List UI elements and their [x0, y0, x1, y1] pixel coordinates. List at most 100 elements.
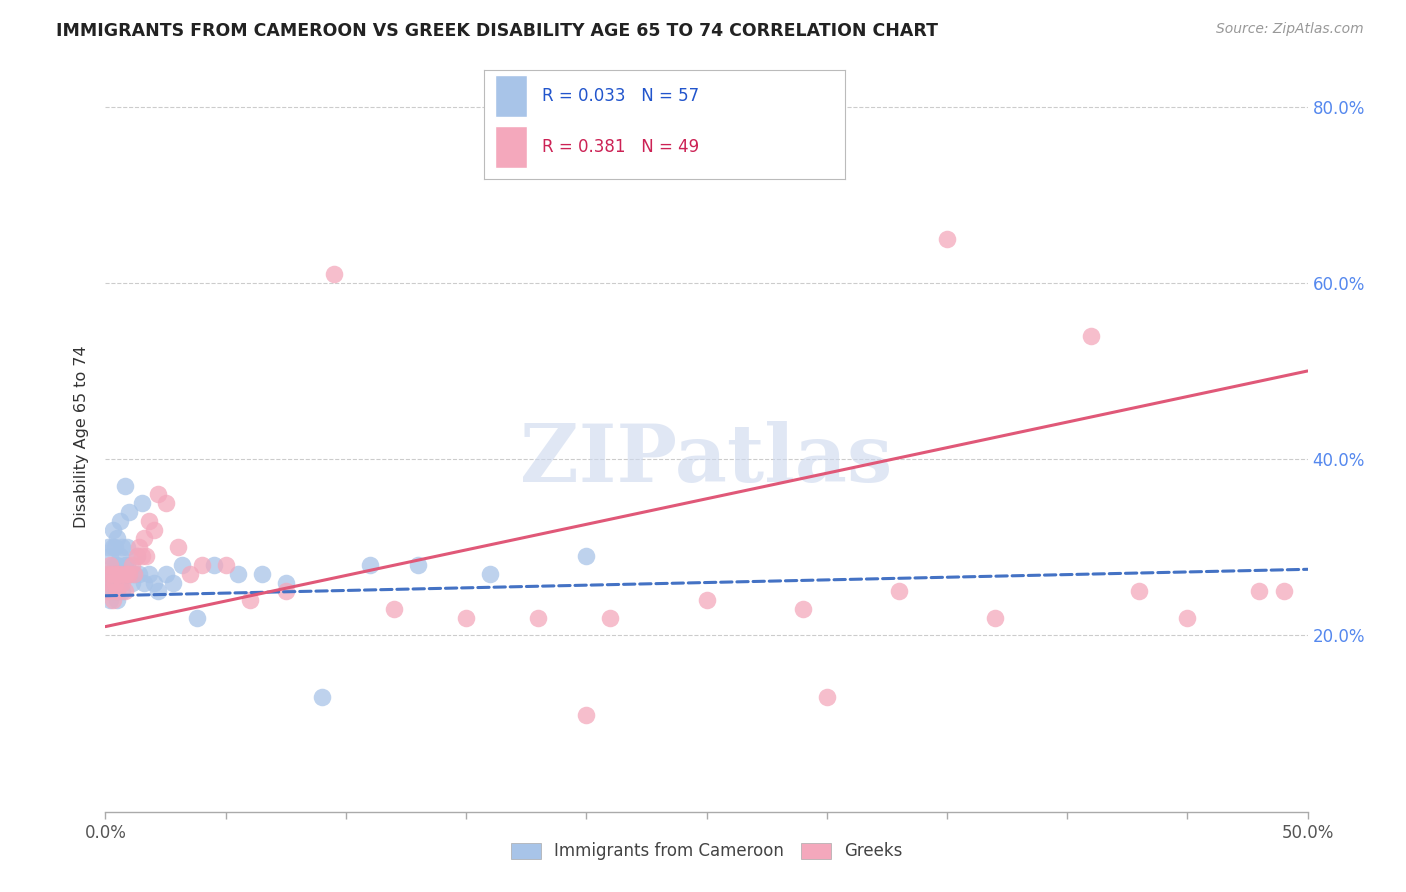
Point: [107, 566, 129, 581]
Point: [104, 575, 127, 590]
Point: [274, 575, 297, 590]
Point: [138, 514, 160, 528]
Point: [239, 593, 262, 607]
Point: [101, 593, 124, 607]
Point: [454, 611, 477, 625]
Point: [1175, 611, 1198, 625]
Point: [104, 541, 127, 555]
Point: [887, 584, 910, 599]
Text: IMMIGRANTS FROM CAMEROON VS GREEK DISABILITY AGE 65 TO 74 CORRELATION CHART: IMMIGRANTS FROM CAMEROON VS GREEK DISABI…: [56, 22, 938, 40]
Point: [575, 549, 598, 563]
Point: [131, 549, 153, 563]
Point: [155, 566, 177, 581]
Point: [479, 566, 502, 581]
Point: [202, 558, 225, 572]
Point: [815, 690, 838, 705]
Point: [98, 593, 121, 607]
Point: [226, 566, 249, 581]
Point: [186, 611, 208, 625]
Point: [108, 566, 131, 581]
Point: [104, 566, 127, 581]
Point: [97, 566, 120, 581]
Point: [107, 584, 129, 599]
Point: [172, 558, 194, 572]
Point: [359, 558, 381, 572]
Point: [166, 541, 188, 555]
Point: [107, 532, 129, 546]
Point: [132, 532, 155, 546]
Point: [138, 566, 160, 581]
Point: [114, 584, 136, 599]
Point: [97, 566, 120, 581]
Point: [131, 496, 153, 510]
Point: [250, 566, 273, 581]
Point: [98, 566, 121, 581]
Point: [128, 541, 150, 555]
Point: [125, 549, 148, 563]
Y-axis label: Disability Age 65 to 74: Disability Age 65 to 74: [75, 346, 90, 528]
Point: [214, 558, 236, 572]
Point: [121, 575, 143, 590]
Point: [148, 584, 170, 599]
Point: [124, 566, 146, 581]
Point: [936, 232, 959, 246]
Point: [114, 478, 136, 492]
Point: [111, 566, 134, 581]
Point: [274, 584, 297, 599]
Text: Source: ZipAtlas.com: Source: ZipAtlas.com: [1216, 22, 1364, 37]
Point: [98, 558, 121, 572]
Point: [190, 558, 212, 572]
Point: [97, 584, 120, 599]
Point: [125, 549, 148, 563]
Point: [155, 496, 177, 510]
Point: [322, 267, 344, 281]
Point: [104, 558, 127, 572]
Point: [101, 566, 124, 581]
Point: [114, 566, 136, 581]
Point: [406, 558, 429, 572]
Point: [527, 611, 550, 625]
Point: [162, 575, 184, 590]
Point: [111, 584, 134, 599]
Point: [311, 690, 333, 705]
Point: [108, 514, 131, 528]
Point: [179, 566, 201, 581]
Point: [128, 566, 150, 581]
Point: [107, 584, 129, 599]
Point: [115, 541, 138, 555]
Point: [984, 611, 1007, 625]
Point: [142, 575, 165, 590]
Point: [98, 575, 121, 590]
Point: [107, 558, 129, 572]
Point: [97, 584, 120, 599]
Point: [104, 575, 127, 590]
Point: [124, 566, 146, 581]
Point: [97, 541, 120, 555]
Point: [121, 558, 143, 572]
Point: [382, 602, 405, 616]
Point: [132, 575, 155, 590]
Point: [115, 566, 138, 581]
Point: [1249, 584, 1271, 599]
Point: [108, 549, 131, 563]
Point: [101, 566, 124, 581]
Point: [1128, 584, 1150, 599]
Point: [107, 566, 129, 581]
Point: [118, 566, 141, 581]
Point: [101, 541, 124, 555]
Point: [101, 558, 124, 572]
Point: [575, 707, 598, 722]
Point: [118, 566, 141, 581]
Point: [135, 549, 157, 563]
Point: [115, 558, 138, 572]
Point: [114, 558, 136, 572]
Point: [599, 611, 621, 625]
Legend: Immigrants from Cameroon, Greeks: Immigrants from Cameroon, Greeks: [505, 836, 908, 867]
Text: ZIPatlas: ZIPatlas: [520, 420, 893, 499]
Point: [108, 566, 131, 581]
Point: [696, 593, 718, 607]
Point: [108, 575, 131, 590]
Point: [101, 523, 124, 537]
Point: [1272, 584, 1295, 599]
Point: [111, 541, 134, 555]
